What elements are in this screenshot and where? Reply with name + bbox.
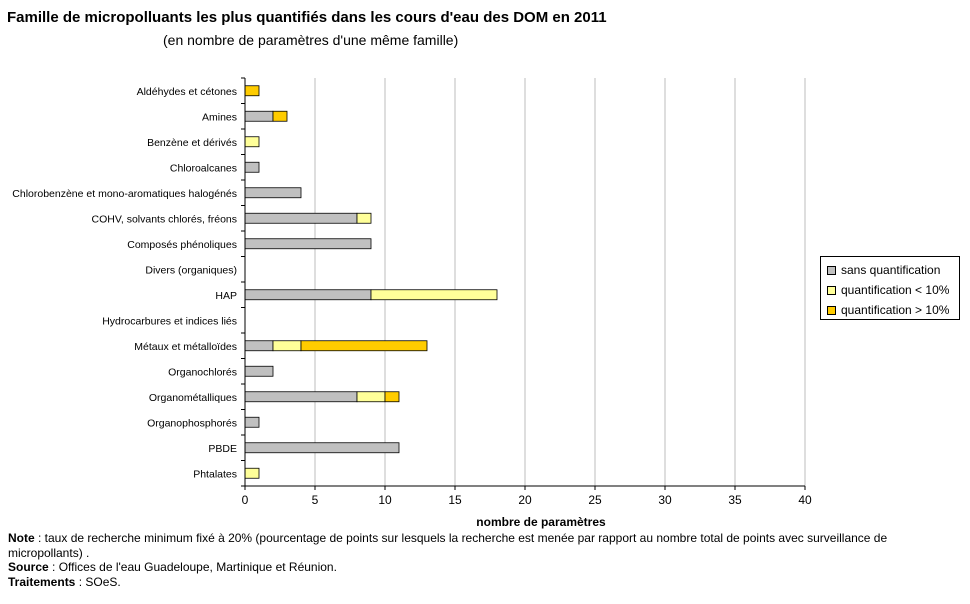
category-label: Benzène et dérivés [147, 137, 237, 149]
bar-chart: 0 5 10 15 20 25 30 35 40 Aldéhydes et cétones Amin… [12, 77, 812, 529]
bar-segment [244, 161, 260, 173]
x-tick-label: 40 [798, 493, 812, 507]
category-label: Divers (organiques) [145, 264, 237, 276]
x-tick-label: 15 [448, 493, 462, 507]
note-label: Note [8, 531, 35, 545]
chart-subtitle: (en nombre de paramètres d'une même fami… [163, 32, 459, 48]
source-line: Source : Offices de l'eau Guadeloupe, Ma… [8, 560, 908, 575]
category-label: Composés phénoliques [127, 239, 237, 251]
bar-segment [244, 391, 358, 403]
legend-label: quantification < 10% [841, 283, 950, 297]
bar-segment [244, 110, 274, 122]
bar-segment [244, 187, 302, 199]
bars [244, 85, 498, 479]
bar-segment [384, 391, 400, 403]
x-tick-label: 25 [588, 493, 602, 507]
legend-item-quantification-lt-10: quantification < 10% [827, 280, 959, 300]
category-label: Phtalates [193, 468, 237, 480]
x-axis-label: nombre de paramètres [476, 515, 606, 529]
legend-item-sans-quantification: sans quantification [827, 260, 959, 280]
bar-segment [356, 391, 386, 403]
bar-segment [244, 365, 274, 377]
category-label: Aldéhydes et cétones [137, 86, 237, 98]
bar-segment [244, 467, 260, 479]
category-label: HAP [215, 290, 237, 302]
bar-segment [244, 289, 372, 301]
bar-segment [244, 340, 274, 352]
legend-swatch-orange [827, 305, 836, 315]
x-tick-label: 20 [518, 493, 532, 507]
x-tick-label: 5 [312, 493, 319, 507]
category-label: Métaux et métalloïdes [134, 341, 237, 353]
bar-segment [244, 136, 260, 148]
chart-title: Famille de micropolluants les plus quant… [7, 9, 607, 26]
bar-segment [244, 85, 260, 97]
treatment-text: : SOeS. [75, 574, 121, 589]
bar-segment [272, 340, 302, 352]
legend-label: quantification > 10% [841, 303, 950, 317]
legend-swatch-light-yellow [827, 285, 836, 295]
note-line: Note : taux de recherche minimum fixé à … [8, 531, 908, 560]
category-label: COHV, solvants chlorés, fréons [91, 213, 237, 225]
category-label: Hydrocarbures et indices liés [102, 315, 237, 327]
bar-segment [244, 442, 400, 454]
source-text: : Offices de l'eau Guadeloupe, Martiniqu… [48, 560, 337, 574]
note-text: : taux de recherche minimum fixé à 20% (… [8, 531, 888, 560]
legend-swatch-gray [827, 265, 836, 275]
legend-item-quantification-gt-10: quantification > 10% [827, 300, 959, 320]
x-tick-label: 10 [378, 493, 392, 507]
category-label: Amines [202, 111, 237, 123]
category-label: Chloroalcanes [170, 162, 237, 174]
axes: 0 5 10 15 20 25 30 35 40 Aldéhydes et cétones Amin… [12, 77, 812, 507]
category-label: Organométalliques [149, 392, 237, 404]
category-label: Chlorobenzène et mono-aromatiques halogé… [12, 188, 237, 200]
treatment-label: Traitements [8, 574, 76, 589]
bar-segment [244, 416, 260, 428]
category-label: Organochlorés [168, 366, 237, 378]
bar-segment [370, 289, 498, 301]
bar-segment [300, 340, 428, 352]
x-tick-label: 35 [728, 493, 742, 507]
x-tick-label: 30 [658, 493, 672, 507]
bar-segment [244, 238, 372, 250]
legend: sans quantification quantification < 10%… [820, 256, 960, 320]
category-label: Organophosphorés [147, 417, 237, 429]
bar-segment [272, 110, 288, 122]
source-label: Source [8, 560, 49, 574]
bar-segment [244, 212, 358, 224]
bar-segment [356, 212, 372, 224]
x-tick-label: 0 [242, 493, 249, 507]
category-label: PBDE [208, 443, 237, 455]
chart-notes: Note : taux de recherche minimum fixé à … [8, 531, 908, 589]
legend-label: sans quantification [841, 263, 941, 277]
treatment-line: Traitements : SOeS. [8, 575, 908, 590]
grid-lines [314, 78, 806, 486]
